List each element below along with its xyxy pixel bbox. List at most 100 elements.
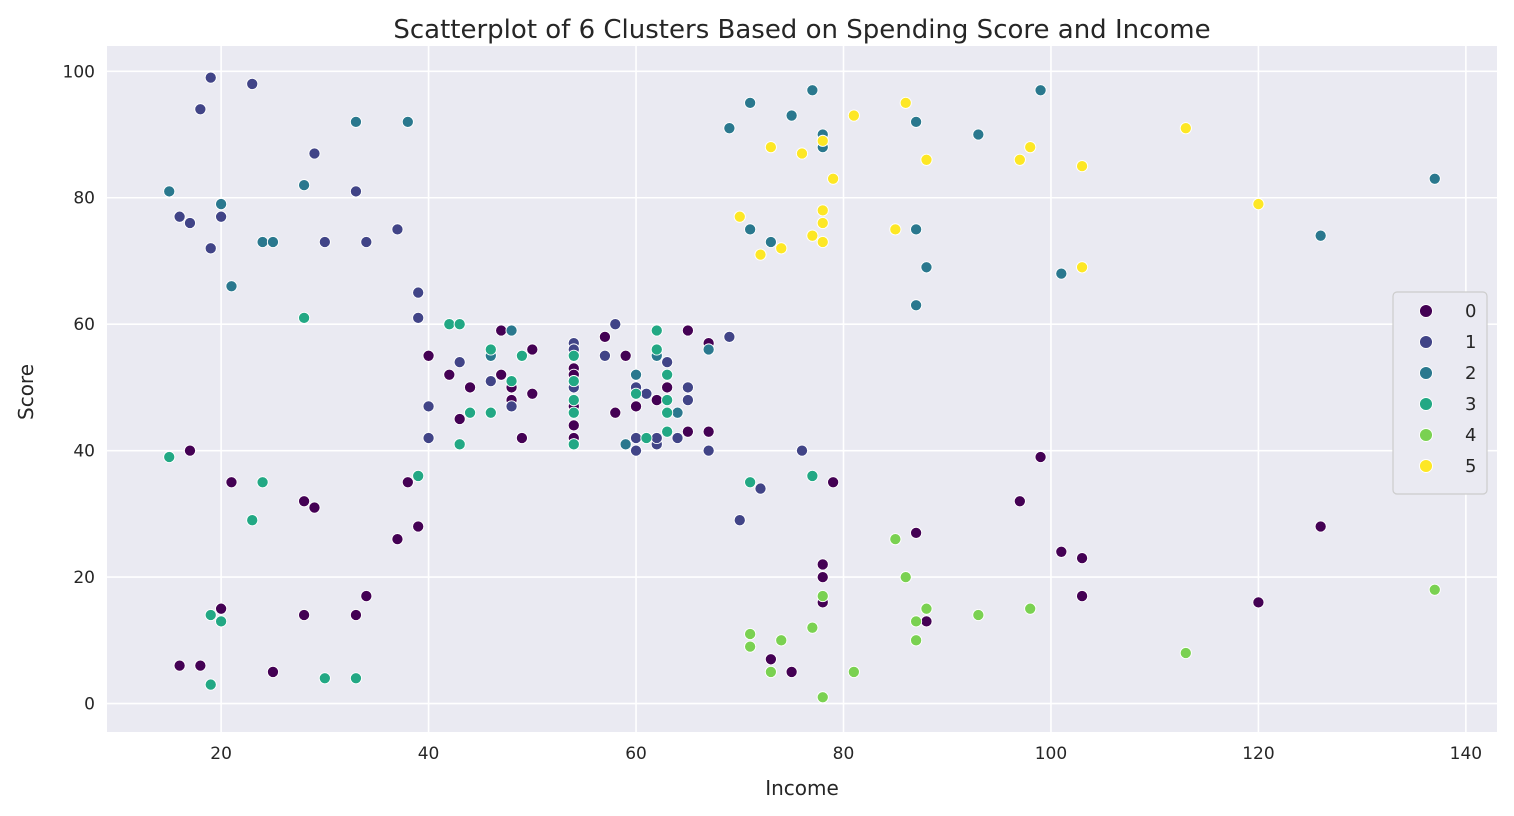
data-point-cluster-2 (349, 115, 363, 128)
data-point-cluster-4 (910, 615, 923, 628)
data-point-cluster-3 (661, 425, 674, 438)
data-point-cluster-0 (495, 368, 508, 381)
data-point-cluster-4 (910, 634, 923, 647)
data-point-cluster-5 (1024, 141, 1037, 154)
data-point-cluster-1 (412, 311, 425, 324)
data-point-cluster-1 (422, 400, 435, 413)
x-tick-label: 120 (1242, 744, 1274, 764)
legend-marker-2 (1419, 366, 1433, 380)
y-tick-label: 80 (73, 189, 95, 209)
data-point-cluster-2 (163, 185, 176, 198)
data-point-cluster-5 (816, 216, 829, 230)
data-point-cluster-3 (349, 672, 363, 685)
data-point-cluster-2 (744, 96, 757, 109)
data-point-cluster-5 (816, 134, 829, 147)
data-point-cluster-1 (681, 394, 694, 407)
data-point-cluster-5 (775, 242, 788, 255)
data-point-cluster-0 (827, 476, 840, 489)
x-tick-label: 20 (210, 744, 232, 764)
data-point-cluster-1 (215, 210, 228, 223)
data-point-cluster-1 (453, 356, 466, 369)
data-point-cluster-1 (754, 482, 767, 495)
data-point-cluster-2 (910, 115, 923, 128)
data-point-cluster-2 (785, 109, 798, 122)
data-point-cluster-1 (609, 318, 622, 331)
data-point-cluster-0 (298, 608, 311, 622)
data-point-cluster-3 (464, 406, 477, 419)
data-point-cluster-3 (484, 343, 497, 356)
data-point-cluster-2 (723, 122, 736, 135)
data-point-cluster-3 (163, 450, 176, 464)
data-point-cluster-1 (733, 514, 746, 527)
data-point-cluster-3 (443, 318, 456, 331)
data-point-cluster-2 (744, 223, 757, 236)
data-point-cluster-0 (443, 368, 456, 381)
data-point-cluster-0 (391, 533, 404, 546)
data-point-cluster-4 (816, 590, 829, 603)
legend-marker-4 (1419, 428, 1433, 442)
data-point-cluster-4 (972, 608, 985, 622)
data-point-cluster-1 (598, 349, 611, 362)
data-point-cluster-0 (764, 653, 777, 666)
data-point-cluster-0 (650, 394, 663, 407)
data-point-cluster-1 (640, 387, 653, 400)
data-point-cluster-3 (505, 375, 518, 388)
data-point-cluster-1 (422, 431, 435, 445)
data-point-cluster-1 (702, 444, 715, 457)
data-point-cluster-0 (308, 501, 321, 514)
data-point-cluster-2 (1428, 172, 1441, 185)
data-point-cluster-3 (744, 476, 757, 489)
data-point-cluster-1 (183, 216, 197, 230)
data-point-cluster-0 (515, 431, 528, 445)
data-point-cluster-2 (910, 299, 923, 312)
data-point-cluster-0 (401, 476, 414, 489)
data-point-cluster-1 (194, 103, 207, 116)
plot-background (107, 46, 1497, 732)
data-point-cluster-3 (256, 476, 269, 489)
x-tick-label: 100 (1035, 744, 1067, 764)
data-point-cluster-2 (671, 406, 684, 419)
data-point-cluster-2 (920, 261, 933, 274)
y-tick-label: 100 (63, 62, 95, 82)
data-point-cluster-1 (204, 71, 217, 84)
data-point-cluster-0 (629, 400, 643, 413)
data-point-cluster-1 (308, 147, 321, 160)
data-point-cluster-4 (899, 571, 912, 584)
legend-label-0: 0 (1465, 301, 1476, 322)
y-axis-label: Score (14, 364, 38, 420)
data-point-cluster-0 (194, 659, 207, 672)
legend-marker-1 (1419, 335, 1433, 349)
data-point-cluster-2 (764, 235, 777, 249)
data-point-cluster-0 (702, 425, 715, 438)
data-point-cluster-3 (318, 672, 331, 685)
data-point-cluster-0 (1314, 520, 1327, 533)
data-point-cluster-1 (650, 431, 663, 445)
data-point-cluster-2 (806, 84, 819, 97)
data-point-cluster-2 (702, 343, 715, 356)
data-point-cluster-0 (920, 615, 933, 628)
data-point-cluster-5 (1179, 122, 1192, 135)
data-point-cluster-1 (661, 356, 674, 369)
data-point-cluster-4 (1428, 583, 1441, 596)
data-point-cluster-4 (775, 634, 788, 647)
legend-label-1: 1 (1465, 332, 1476, 353)
data-point-cluster-2 (266, 235, 280, 249)
legend-marker-5 (1419, 459, 1433, 473)
data-point-cluster-5 (816, 235, 829, 249)
data-point-cluster-0 (681, 425, 694, 438)
data-point-cluster-0 (298, 495, 311, 508)
data-point-cluster-0 (266, 665, 280, 678)
data-point-cluster-1 (484, 375, 497, 388)
data-point-cluster-2 (225, 280, 238, 293)
data-point-cluster-2 (298, 179, 311, 192)
data-point-cluster-4 (847, 665, 860, 678)
legend-label-2: 2 (1465, 363, 1476, 384)
data-point-cluster-5 (899, 96, 912, 109)
data-point-cluster-1 (681, 381, 694, 394)
data-point-cluster-0 (1252, 596, 1265, 609)
legend-marker-0 (1419, 304, 1433, 318)
data-point-cluster-0 (910, 526, 923, 539)
data-point-cluster-3 (661, 406, 674, 419)
y-tick-label: 60 (73, 315, 95, 335)
data-point-cluster-0 (1055, 545, 1068, 558)
